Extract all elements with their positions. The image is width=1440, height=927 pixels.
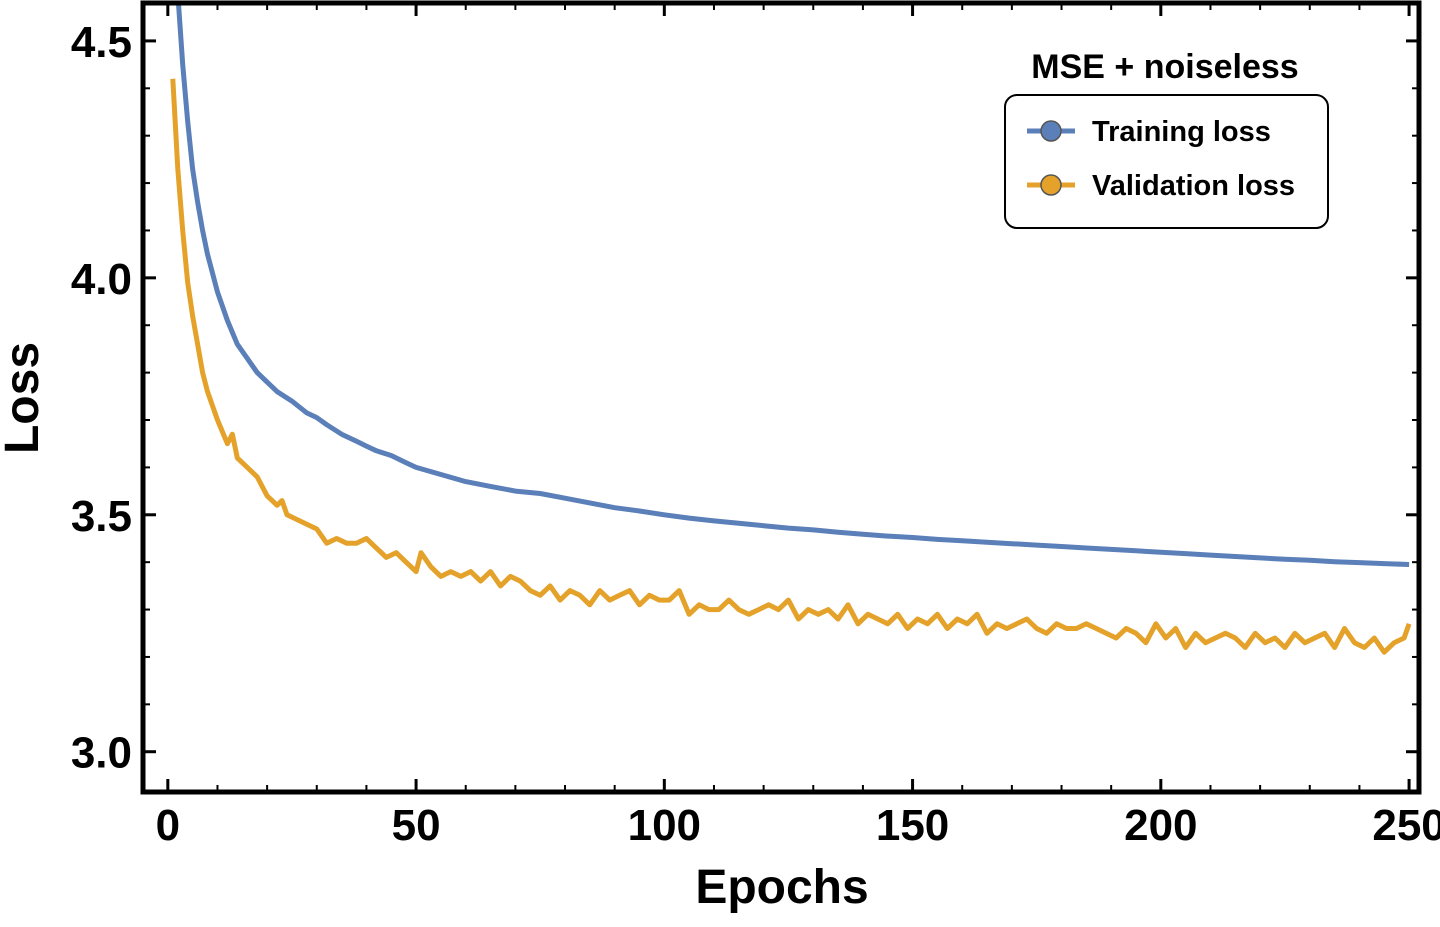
y-tick-label: 4.5	[71, 18, 132, 67]
series-line-training-loss	[175, 3, 1410, 567]
x-tick-label: 0	[156, 801, 180, 850]
legend-entry-training: Training loss	[1027, 116, 1271, 148]
y-axis-title: Loss	[0, 342, 49, 454]
series-layer	[170, 3, 1412, 655]
tick-layer	[143, 3, 1419, 792]
legend-label-validation: Validation loss	[1092, 170, 1295, 202]
legend: MSE + noiseless Training loss Validation…	[1004, 48, 1329, 229]
legend-title: MSE + noiseless	[1031, 48, 1298, 86]
x-tick-label: 100	[628, 801, 701, 850]
legend-box	[1004, 94, 1329, 229]
y-tick-label: 3.5	[71, 492, 132, 541]
x-tick-label: 250	[1372, 801, 1440, 850]
x-tick-label: 200	[1124, 801, 1197, 850]
legend-swatch-marker-validation	[1040, 174, 1062, 196]
x-tick-label: 50	[392, 801, 441, 850]
y-tick-label: 3.0	[71, 729, 132, 778]
legend-swatch-marker-training	[1040, 120, 1062, 142]
x-tick-label: 150	[876, 801, 949, 850]
series-line-validation-loss	[170, 78, 1412, 655]
plot-frame	[140, 0, 1422, 795]
label-layer: 0 50 100 150 200 250 3.0 3.5 4.0 4.5	[71, 18, 1440, 850]
x-axis-title: Epochs	[695, 861, 868, 914]
legend-label-training: Training loss	[1092, 116, 1271, 148]
legend-entry-validation: Validation loss	[1027, 170, 1295, 202]
y-tick-label: 4.0	[71, 255, 132, 304]
